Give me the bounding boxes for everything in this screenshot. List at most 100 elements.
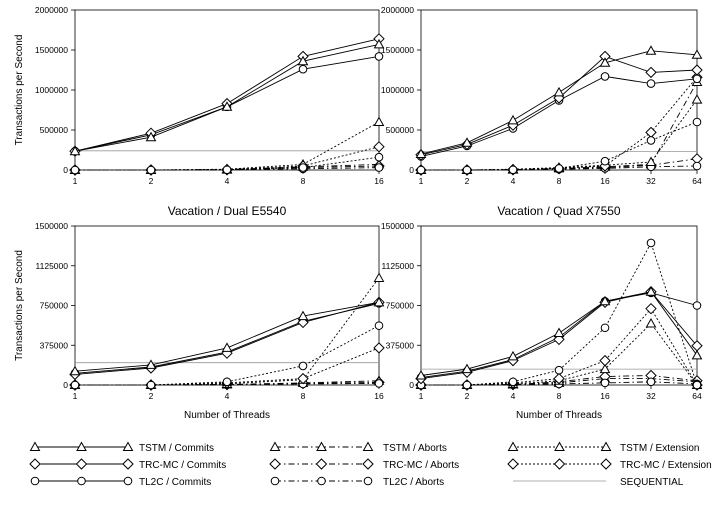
data-point-triangle-marker bbox=[221, 101, 233, 111]
plot-frame bbox=[74, 225, 380, 386]
legend-diamond-marker bbox=[507, 458, 519, 470]
data-point-diamond-marker bbox=[297, 372, 309, 385]
series-line-tstm-extension bbox=[75, 277, 380, 386]
x-tick-label: 32 bbox=[646, 176, 656, 186]
series-tl2c-extension bbox=[416, 117, 702, 175]
plot-frame bbox=[420, 225, 698, 386]
legend-entry-tstm-extension: TSTM / Extension bbox=[507, 441, 699, 454]
x-tick-label: 1 bbox=[419, 391, 424, 401]
data-point-diamond-marker bbox=[373, 141, 385, 153]
data-point-triangle-marker bbox=[415, 148, 427, 158]
chart-panel-2: 0 500000 1000000 1500000 2000000 1 2 4 8 16 32 64 bbox=[381, 5, 703, 186]
legend-triangle-marker bbox=[507, 441, 519, 451]
legend: TSTM / Commits TRC-MC / Commits TL2C / Com… bbox=[29, 441, 712, 488]
x-tick-label: 2 bbox=[465, 391, 470, 401]
data-point-triangle-marker bbox=[645, 156, 657, 166]
legend-entry-trc-mc-commits: TRC-MC / Commits bbox=[29, 458, 226, 471]
legend-circle-marker bbox=[77, 476, 86, 486]
data-point-circle-marker bbox=[70, 165, 80, 175]
legend-triangle-marker bbox=[269, 441, 281, 451]
legend-diamond-marker bbox=[75, 458, 88, 470]
data-point-circle-marker bbox=[374, 152, 384, 162]
x-tick-label: 32 bbox=[646, 391, 656, 401]
y-tick-label: 750000 bbox=[40, 301, 69, 311]
legend-triangle-marker bbox=[76, 441, 87, 451]
y-tick-label: 1500000 bbox=[35, 45, 68, 55]
x-tick-label: 8 bbox=[557, 176, 562, 186]
series-trc-mc-commits bbox=[69, 33, 385, 157]
data-point-triangle-marker bbox=[507, 114, 519, 125]
data-point-triangle-marker bbox=[221, 342, 233, 352]
chart-panel-3: 0 375000 750000 1125000 1500000 1 2 4 8 16 Transac… bbox=[14, 204, 385, 421]
data-point-triangle-marker bbox=[553, 327, 565, 338]
data-point-circle-marker bbox=[298, 163, 308, 172]
series-tl2c-commits bbox=[70, 299, 384, 378]
data-point-circle-marker bbox=[416, 165, 426, 175]
legend-circle-marker bbox=[30, 476, 40, 486]
data-point-circle-marker bbox=[646, 136, 656, 145]
legend-triangle-marker bbox=[316, 441, 327, 451]
legend-triangle-marker bbox=[29, 441, 41, 451]
legend-entry-tstm-aborts: TSTM / Aborts bbox=[269, 441, 447, 454]
series-tl2c-extension bbox=[70, 152, 384, 175]
legend-label: TRC-MC / Extension bbox=[620, 460, 712, 471]
data-point-triangle-marker bbox=[553, 86, 565, 97]
data-point-triangle-marker bbox=[461, 137, 473, 147]
data-point-circle-marker bbox=[462, 165, 472, 175]
series-tstm-commits bbox=[69, 38, 385, 156]
series-trc-mc-extension bbox=[415, 302, 703, 391]
data-point-circle-marker bbox=[374, 379, 384, 388]
data-point-triangle-marker bbox=[145, 131, 157, 142]
y-tick-label: 0 bbox=[409, 165, 414, 175]
x-axis-label: Number of Threads bbox=[184, 410, 270, 421]
data-point-circle-marker bbox=[692, 74, 702, 84]
data-point-circle-marker bbox=[646, 79, 656, 88]
legend-entry-sequential: SEQUENTIAL bbox=[513, 477, 684, 488]
legend-label: TL2C / Commits bbox=[139, 477, 211, 488]
data-point-triangle-marker bbox=[507, 350, 519, 361]
x-tick-label: 64 bbox=[692, 176, 702, 186]
x-tick-label: 2 bbox=[149, 176, 154, 186]
data-point-circle-marker bbox=[554, 164, 564, 173]
data-point-triangle-marker bbox=[297, 55, 309, 66]
legend-diamond-marker bbox=[362, 458, 374, 470]
y-tick-label: 750000 bbox=[386, 301, 415, 311]
x-tick-label: 1 bbox=[73, 391, 78, 401]
data-point-circle-marker bbox=[374, 163, 384, 172]
data-point-circle-marker bbox=[146, 165, 156, 175]
y-tick-label: 1000000 bbox=[381, 85, 414, 95]
legend-entry-trc-mc-aborts: TRC-MC / Aborts bbox=[269, 458, 459, 471]
data-point-circle-marker bbox=[298, 64, 308, 74]
data-point-circle-marker bbox=[554, 365, 564, 375]
data-point-triangle-marker bbox=[373, 272, 385, 282]
data-point-triangle-marker bbox=[599, 363, 611, 374]
data-point-circle-marker bbox=[70, 380, 80, 390]
data-point-circle-marker bbox=[646, 238, 656, 248]
y-tick-label: 0 bbox=[63, 380, 68, 390]
data-point-triangle-marker bbox=[461, 363, 473, 374]
legend-diamond-marker bbox=[122, 458, 134, 470]
series-trc-mc-commits bbox=[415, 50, 703, 161]
data-point-triangle-marker bbox=[691, 349, 703, 360]
series-tl2c-extension bbox=[416, 238, 702, 390]
y-tick-label: 375000 bbox=[386, 340, 415, 350]
data-point-circle-marker bbox=[646, 377, 656, 387]
y-tick-label: 500000 bbox=[40, 125, 69, 135]
x-tick-label: 2 bbox=[149, 391, 154, 401]
legend-diamond-marker bbox=[269, 458, 281, 470]
x-tick-label: 8 bbox=[301, 391, 306, 401]
y-axis-label: Transactions per Second bbox=[14, 35, 25, 146]
panel-title: Vacation / Quad X7550 bbox=[497, 204, 621, 218]
data-point-circle-marker bbox=[692, 117, 702, 127]
data-point-circle-marker bbox=[692, 301, 702, 310]
legend-diamond-marker bbox=[29, 458, 41, 470]
legend-label: TSTM / Aborts bbox=[383, 443, 447, 454]
x-tick-label: 4 bbox=[511, 176, 516, 186]
y-tick-label: 375000 bbox=[40, 340, 69, 350]
x-tick-label: 16 bbox=[374, 391, 384, 401]
data-point-diamond-marker bbox=[645, 66, 657, 79]
series-tstm-commits bbox=[69, 296, 385, 376]
data-point-circle-marker bbox=[462, 380, 472, 390]
data-point-circle-marker bbox=[600, 156, 610, 166]
